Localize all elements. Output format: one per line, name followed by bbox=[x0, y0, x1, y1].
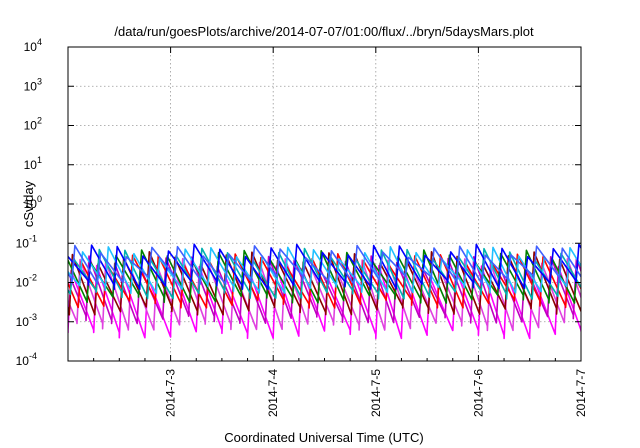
series-line bbox=[68, 257, 581, 332]
y-axis: 104 103 102 101 100 10-1 10-2 10-3 10-4 bbox=[16, 37, 581, 368]
chart-title: /data/run/goesPlots/archive/2014-07-07/0… bbox=[114, 24, 534, 39]
series-line bbox=[68, 264, 581, 340]
x-tick-label: 2014-7-3 bbox=[164, 369, 178, 417]
y-tick-label: 102 bbox=[24, 116, 42, 133]
y-tick-label: 103 bbox=[24, 76, 42, 93]
y-tick-label: 10-1 bbox=[16, 233, 37, 250]
y-tick-label: 101 bbox=[24, 155, 42, 172]
series-line bbox=[68, 244, 581, 286]
series-line bbox=[68, 246, 581, 295]
y-axis-title: cSv/day bbox=[21, 180, 36, 227]
x-tick-label: 2014-7-4 bbox=[266, 369, 280, 417]
y-tick-label: 100 bbox=[24, 194, 42, 211]
grid bbox=[68, 47, 581, 361]
series-group bbox=[68, 243, 581, 340]
y-tick-label: 10-2 bbox=[16, 273, 37, 290]
x-axis: 2014-7-3 2014-7-4 2014-7-5 2014-7-6 2014-7-7 bbox=[93, 47, 588, 417]
y-tick-label: 104 bbox=[24, 37, 42, 54]
y-tick-label: 10-4 bbox=[16, 351, 37, 368]
y-tick-label: 10-3 bbox=[16, 312, 37, 329]
series-line bbox=[68, 253, 581, 309]
x-axis-title: Coordinated Universal Time (UTC) bbox=[224, 430, 423, 445]
x-tick-label: 2014-7-7 bbox=[574, 369, 588, 417]
x-tick-label: 2014-7-6 bbox=[471, 369, 485, 417]
x-tick-label: 2014-7-5 bbox=[369, 369, 383, 417]
series-line bbox=[68, 243, 581, 290]
